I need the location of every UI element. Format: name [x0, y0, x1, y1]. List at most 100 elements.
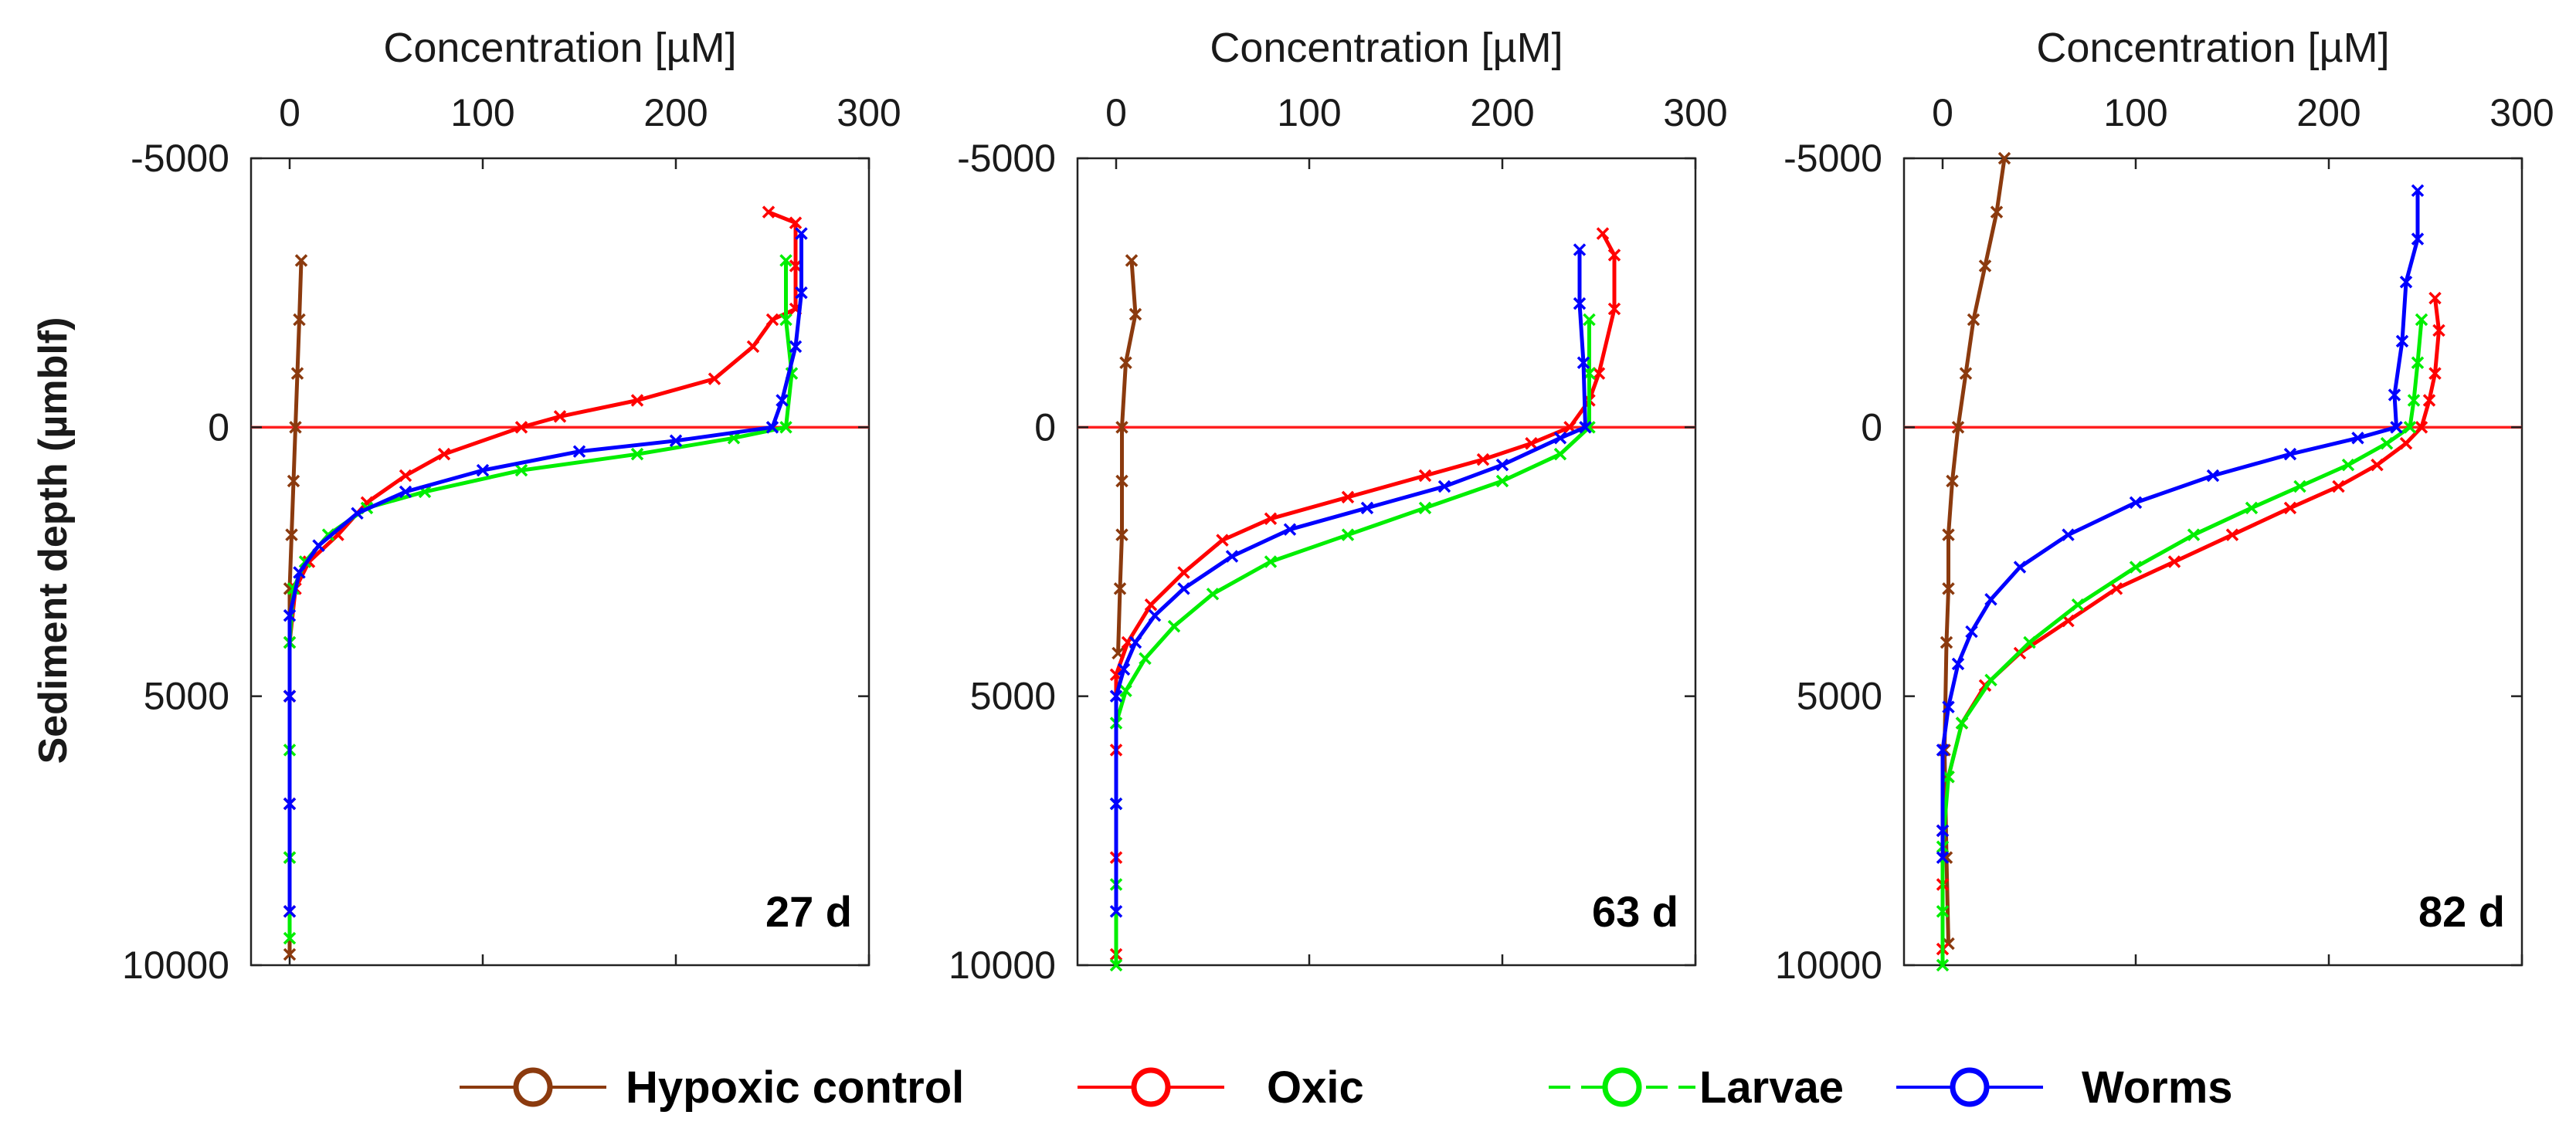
- legend-marker: [1602, 1067, 1642, 1107]
- data-point: [2390, 421, 2403, 434]
- data-point: [1573, 243, 1587, 256]
- data-point: [2428, 291, 2442, 305]
- data-point: [1990, 205, 2004, 219]
- data-point: [1167, 619, 1181, 633]
- data-point: [1109, 958, 1123, 972]
- data-point: [779, 313, 792, 327]
- data-point: [708, 372, 721, 385]
- series-larvae: [1936, 313, 2428, 972]
- data-point: [351, 507, 364, 520]
- panel-27-d: 0 100 200 300 Concentration [µM] -5000 0 5000 10…: [122, 25, 901, 987]
- series-line: [1116, 260, 1138, 653]
- data-point: [2283, 447, 2297, 461]
- data-point: [1495, 474, 1509, 488]
- data-point: [2341, 458, 2355, 472]
- data-point: [514, 463, 528, 477]
- data-point: [2388, 388, 2401, 402]
- data-point: [1418, 501, 1432, 515]
- data-point: [2371, 458, 2384, 472]
- data-point: [1959, 367, 1973, 380]
- legend-label: Hypoxic control: [626, 1062, 964, 1113]
- legend-item-hypoxic-control: Hypoxic control: [460, 1062, 964, 1113]
- data-point: [2129, 561, 2143, 574]
- data-point: [630, 394, 644, 407]
- data-point: [2432, 324, 2445, 337]
- data-point: [2380, 436, 2394, 450]
- data-point: [1978, 259, 1992, 273]
- data-point: [2411, 184, 2425, 198]
- plot-frame: [249, 157, 871, 967]
- data-point: [1946, 474, 1959, 488]
- data-point: [1583, 313, 1596, 327]
- data-point: [1128, 635, 1142, 649]
- data-point: [2013, 561, 2027, 574]
- legend-label: Worms: [2082, 1062, 2233, 1113]
- data-point: [669, 434, 683, 447]
- data-point: [1115, 421, 1128, 434]
- y-tick-label: -5000: [957, 137, 1056, 180]
- data-point: [1109, 690, 1123, 703]
- data-point: [746, 340, 760, 354]
- x-axis-label: Concentration [µM]: [2036, 25, 2389, 71]
- data-point: [2245, 501, 2259, 515]
- data-point: [1942, 770, 1955, 784]
- data-point: [1936, 851, 1950, 864]
- panel-label: 27 d: [765, 887, 852, 936]
- data-point: [287, 474, 300, 488]
- data-point: [2351, 432, 2364, 445]
- legend-label: Larvae: [1699, 1062, 1844, 1113]
- series-worms: [1109, 243, 1592, 918]
- data-point: [630, 447, 644, 461]
- legend-item-worms: Worms: [1896, 1062, 2233, 1113]
- data-point: [1942, 582, 1955, 595]
- data-point: [2415, 421, 2428, 434]
- data-point: [1177, 566, 1190, 579]
- legend-label: Oxic: [1267, 1062, 1364, 1113]
- y-axis-label: Sediment depth (µmblf): [31, 317, 76, 764]
- data-point: [283, 905, 297, 918]
- data-point: [1965, 625, 1978, 639]
- data-point: [437, 447, 451, 461]
- data-point: [399, 469, 412, 483]
- data-point: [1125, 254, 1139, 267]
- series-line: [1940, 190, 2420, 858]
- panel-label: 63 d: [1592, 887, 1678, 936]
- data-point: [795, 286, 808, 300]
- data-point: [1117, 662, 1131, 676]
- data-point: [1341, 490, 1355, 504]
- data-point: [1997, 151, 2011, 165]
- data-point: [2332, 480, 2345, 493]
- data-point: [1592, 367, 1606, 380]
- y-tick-label: 10000: [949, 944, 1056, 987]
- series-line: [287, 233, 803, 912]
- data-point: [289, 421, 302, 434]
- data-point: [553, 410, 567, 423]
- legend-marker: [513, 1067, 553, 1107]
- x-tick-label: 0: [1105, 91, 1127, 134]
- data-point: [2062, 528, 2075, 541]
- data-point: [2422, 394, 2436, 407]
- series-larvae: [283, 254, 799, 945]
- data-point: [1579, 421, 1592, 434]
- data-point: [1553, 432, 1567, 445]
- y-tick-label: 5000: [1797, 675, 1882, 718]
- x-tick-label: 300: [1663, 91, 1727, 134]
- data-point: [1115, 528, 1128, 541]
- data-point: [1553, 447, 1567, 461]
- y-tick-label: -5000: [131, 137, 229, 180]
- x-tick-label: 300: [837, 91, 901, 134]
- data-point: [1955, 717, 1969, 730]
- data-point: [779, 254, 792, 267]
- series-line: [1943, 158, 2007, 944]
- data-point: [1341, 528, 1355, 541]
- data-point: [1607, 249, 1621, 262]
- series-oxic: [1109, 227, 1621, 961]
- panel-label: 82 d: [2418, 887, 2505, 936]
- data-point: [789, 259, 803, 273]
- data-point: [1264, 555, 1278, 568]
- data-point: [1418, 469, 1432, 483]
- data-point: [1607, 302, 1621, 316]
- data-point: [1128, 307, 1142, 321]
- data-point: [476, 463, 490, 477]
- data-point: [1283, 523, 1297, 536]
